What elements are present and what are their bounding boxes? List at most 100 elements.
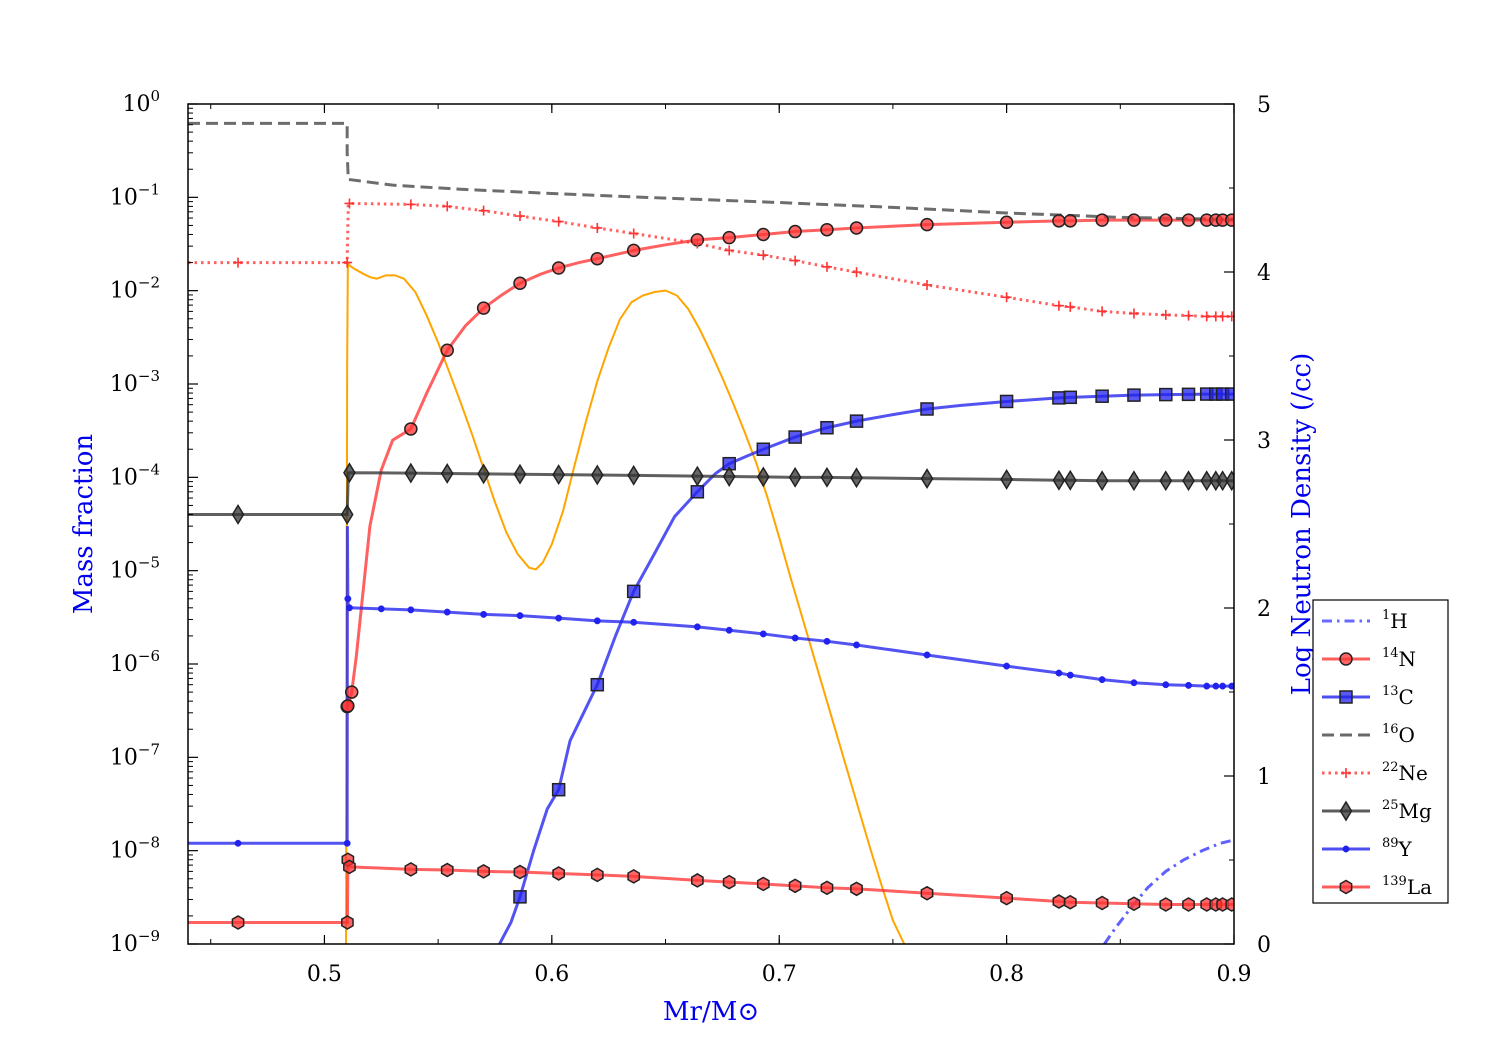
series-marker-89y [343, 839, 351, 847]
y2-tick-label: 0 [1257, 933, 1271, 958]
series-marker-89y [1203, 682, 1211, 690]
series-marker-89y [1228, 682, 1234, 690]
series-line-1h [1103, 838, 1234, 944]
series-marker-22ne [851, 267, 862, 278]
series-marker-139la [404, 862, 418, 877]
series-marker-14n [1127, 213, 1141, 227]
series-marker-13c [820, 420, 834, 435]
legend-marker [1339, 800, 1353, 822]
series-marker-89y [1185, 681, 1192, 689]
series-marker-139la [690, 873, 704, 888]
legend-entry-13c: 13C [1322, 684, 1414, 709]
series-marker-14n [820, 222, 834, 237]
series-marker-22ne [514, 211, 525, 222]
legend-label: 139La [1382, 874, 1432, 899]
series-marker-89y [407, 606, 415, 614]
series-marker-14n [1159, 213, 1173, 227]
series-marker-14n [1052, 214, 1066, 228]
series-marker-89y [853, 641, 860, 649]
series-marker-25mg [1159, 470, 1173, 492]
series-marker-89y [1219, 682, 1227, 690]
y2-tick-label: 2 [1257, 597, 1271, 622]
x-axis-label: Mr/M⊙ [663, 997, 759, 1027]
series-marker-22ne [628, 228, 639, 239]
legend-box [1312, 599, 1449, 904]
series-marker-139la [552, 866, 566, 881]
series-marker-25mg [340, 504, 354, 525]
y-tick-label: 10−9 [110, 927, 160, 957]
x-tick-label: 0.7 [762, 962, 797, 987]
series-marker-14n [1181, 213, 1196, 227]
series-marker-139la [341, 915, 354, 930]
series-marker-13c [788, 430, 802, 444]
axis-layer: 0.5 0.6 0.7 0.8 0.910010−110−210−310−410−510… [110, 87, 1271, 987]
y-tick-label: 10−1 [110, 180, 160, 210]
series-marker-25mg [231, 504, 245, 525]
series-marker-13c [1095, 389, 1109, 403]
y-tick-label: 10−5 [110, 554, 160, 584]
series-markers-25mg [231, 462, 1234, 525]
y2-axis-label: Log Neutron Density (/cc) [1287, 353, 1317, 695]
legend-label: 13C [1382, 684, 1414, 709]
series-marker-139la [722, 874, 736, 890]
plot-area [188, 104, 1234, 944]
x-tick-label: 0.6 [534, 962, 569, 987]
series-marker-25mg [920, 468, 934, 490]
series-marker-89y [759, 630, 767, 638]
series-marker-89y [344, 595, 352, 603]
series-marker-14n [1095, 213, 1109, 227]
y2-tick-label: 1 [1257, 765, 1271, 790]
legend-label: 14N [1382, 646, 1416, 671]
series-marker-22ne [1128, 308, 1139, 319]
series-marker-25mg [722, 466, 736, 487]
series-marker-14n [551, 261, 566, 275]
series-marker-89y [1162, 681, 1170, 689]
series-marker-89y [693, 623, 701, 631]
series-marker-139la [756, 876, 770, 892]
series-marker-89y [1066, 671, 1074, 679]
y-tick-label: 10−4 [110, 460, 160, 490]
series-marker-89y [823, 637, 831, 645]
series-markers-14n [340, 213, 1234, 714]
series-marker-14n [788, 224, 802, 239]
series-marker-13c [920, 402, 934, 416]
series-marker-25mg [1225, 470, 1234, 492]
series-marker-22ne [1226, 311, 1234, 322]
legend-entry-14n: 14N [1322, 646, 1416, 671]
legend-marker [1339, 690, 1353, 704]
legend-label: 25Mg [1382, 798, 1432, 823]
y2-tick-label: 3 [1257, 429, 1271, 454]
series-marker-13c [1063, 390, 1078, 405]
series-marker-14n [626, 243, 641, 258]
series-marker-22ne [1053, 300, 1064, 311]
series-marker-89y [516, 612, 524, 620]
y2-tick-label: 5 [1257, 93, 1271, 118]
legend-label: 89Y [1382, 836, 1413, 861]
legend: 1H 14N 13C 16O 22Ne 25Mg 89Y 139La [1312, 599, 1449, 904]
series-marker-139la [820, 880, 834, 896]
series-marker-13c [590, 677, 605, 692]
series-marker-139la [1127, 896, 1141, 912]
series-marker-89y [1130, 679, 1138, 687]
series-marker-25mg [1216, 470, 1230, 492]
legend-entry-22ne: 22Ne [1322, 760, 1428, 785]
series-marker-14n [440, 343, 454, 357]
legend-entry-16o: 16O [1322, 722, 1415, 747]
series-marker-13c [1159, 387, 1173, 402]
y2-tick-label: 4 [1257, 261, 1271, 286]
series-marker-13c [1052, 391, 1066, 405]
series-marker-89y [725, 626, 733, 634]
series-marker-139la [1159, 897, 1173, 912]
series-marker-25mg [1127, 470, 1141, 492]
legend-entry-89y: 89Y [1322, 836, 1413, 861]
series-marker-139la [513, 864, 527, 880]
series-marker-13c [551, 782, 566, 797]
series-marker-14n [476, 301, 491, 315]
series-marker-139la [920, 885, 934, 901]
series-marker-89y [791, 634, 799, 642]
y-tick-label: 10−8 [110, 834, 160, 864]
series-marker-13c [690, 485, 705, 499]
x-tick-label: 0.5 [307, 962, 342, 987]
series-marker-89y [1098, 676, 1106, 684]
series-marker-139la [788, 878, 802, 894]
